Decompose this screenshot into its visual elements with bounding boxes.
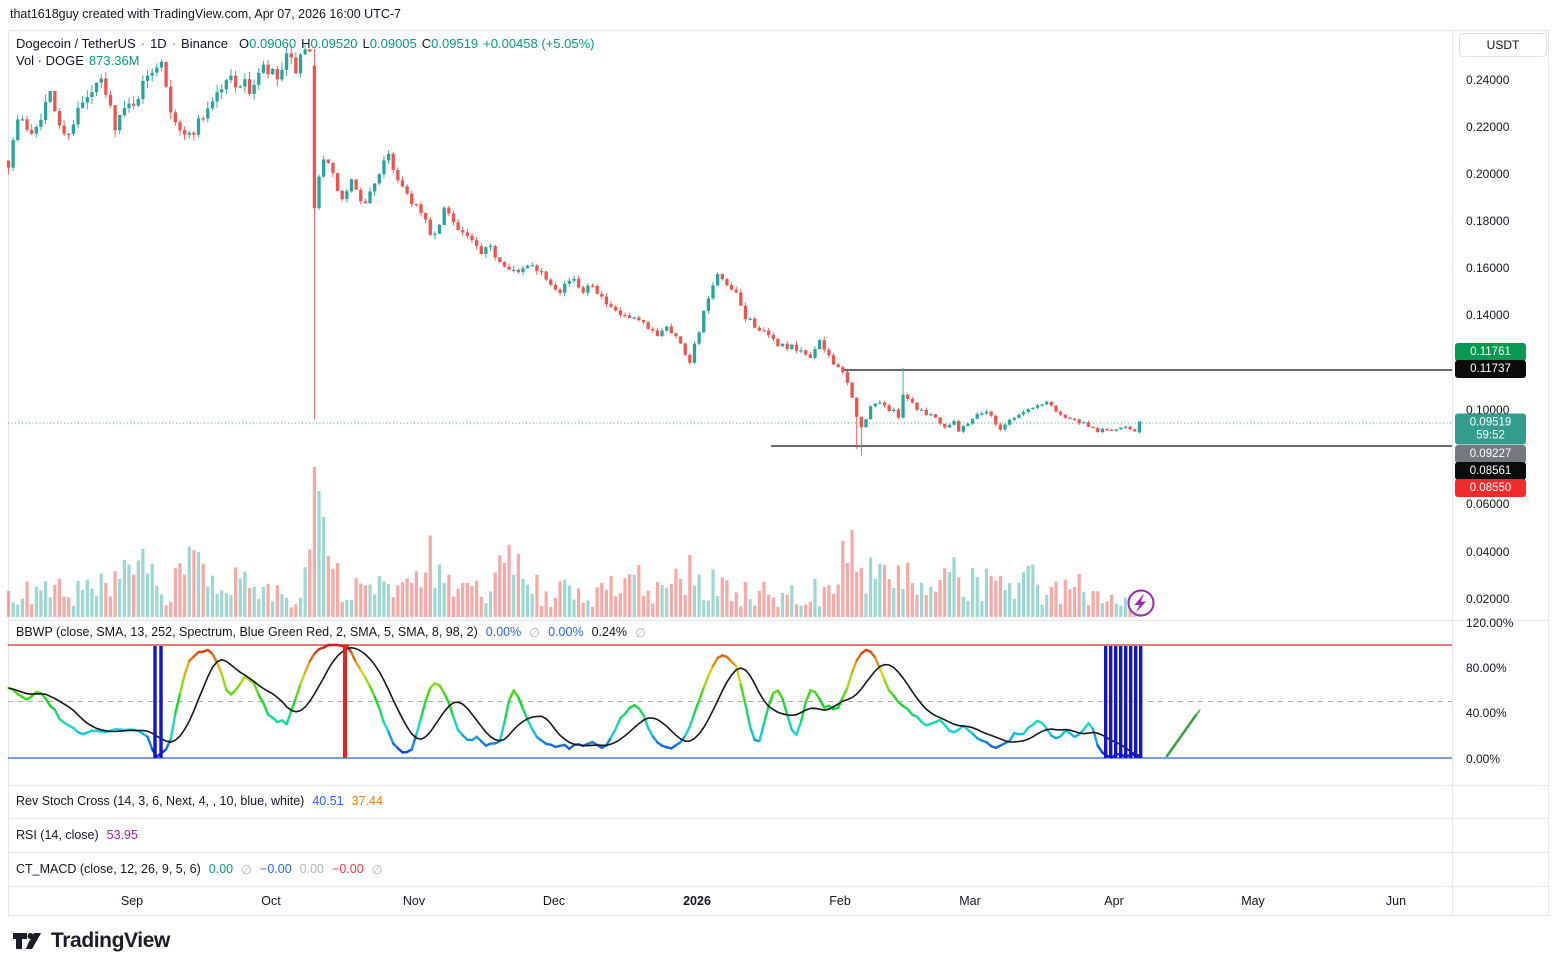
price-level-badge: 0.08561 (1455, 462, 1526, 480)
bbwp-event-bars (153, 646, 1143, 758)
price-level-badge: 0.11761 (1455, 343, 1526, 361)
time-axis-label: Jun (1385, 894, 1407, 908)
indicator-value: 53.95 (106, 828, 138, 842)
ohlc-high: H 0.09520 (301, 36, 358, 51)
axis-tick-label: 0.18000 (1466, 214, 1510, 228)
time-axis-label: Apr (1104, 894, 1124, 908)
indicator-value: 40.51 (312, 794, 344, 808)
legend-separator: · (140, 36, 146, 51)
axis-tick-label: 0.22000 (1466, 120, 1510, 134)
bar-countdown: 59:52 (1476, 429, 1505, 441)
exchange-name[interactable]: Binance (181, 36, 229, 51)
indicator-value: −0.00 (260, 862, 292, 876)
price-level-badge: 0.09227 (1455, 445, 1526, 463)
bbwp-ma-line (8, 646, 1140, 757)
time-axis-label: 2026 (683, 894, 711, 908)
indicator-value: 0.00 (299, 862, 325, 876)
change-value: +0.00458 (+5.05%) (483, 36, 595, 51)
drawn-arrow[interactable] (1165, 708, 1201, 758)
axis-tick-label: 0.00% (1466, 752, 1501, 766)
interval-value[interactable]: 1D (150, 36, 167, 51)
indicator-value: 0.00% (485, 625, 522, 639)
axis-separator (8, 886, 1549, 887)
tradingview-logo-mark (13, 933, 41, 949)
volume-bars (6, 467, 1142, 617)
price-level-badge: 0.08550 (1455, 479, 1526, 497)
axis-tick-label: 40.00% (1466, 706, 1507, 720)
bbwp-pane-canvas[interactable] (0, 620, 1452, 785)
current-price-badge: 0.09519 59:52 (1455, 413, 1526, 445)
indicator-row-rev-stoch: Rev Stoch Cross (14, 3, 6, Next, 4, , 10… (16, 794, 383, 808)
axis-tick-label: 0.02000 (1466, 592, 1510, 606)
indicator-value: −0.00 (332, 862, 364, 876)
tradingview-wordmark: TradingView (51, 929, 170, 952)
main-chart-canvas[interactable] (0, 30, 1452, 620)
indicator-row-ct-macd: CT_MACD (close, 12, 26, 9, 5, 6) 0.00 ∅ −0.… (16, 862, 383, 877)
hidden-value-icon: ∅ (371, 863, 383, 877)
indicator-value: 0.00 (208, 862, 234, 876)
axis-tick-label: 0.24000 (1466, 73, 1510, 87)
ohlc-close: C 0.09519 (421, 36, 479, 51)
time-axis-label: Feb (829, 894, 851, 908)
indicator-bbwp-label[interactable]: BBWP (close, SMA, 13, 252, Spectrum, Blu… (16, 625, 478, 639)
tradingview-logo[interactable]: TradingView (12, 929, 170, 953)
indicator-rsi-values: 53.95 (107, 828, 138, 842)
axis-tick-label: 80.00% (1466, 661, 1507, 675)
time-axis-label: Sep (120, 894, 144, 908)
indicator-row-bbwp: BBWP (close, SMA, 13, 252, Spectrum, Blu… (16, 625, 646, 640)
axis-tick-label: 120.00% (1466, 616, 1514, 630)
price-level-badge: 0.11737 (1455, 360, 1526, 378)
pane-separator[interactable] (8, 818, 1549, 819)
pane-separator[interactable] (8, 620, 1549, 621)
time-axis-label: May (1241, 894, 1265, 908)
indicator-bbwp-values: 0.00% ∅ 0.00% 0.24% ∅ (486, 625, 646, 640)
indicator-value: 0.00% (548, 625, 584, 639)
indicator-rev-stoch-values: 40.51 37.44 (312, 794, 383, 808)
indicator-rev-stoch-label[interactable]: Rev Stoch Cross (14, 3, 6, Next, 4, , 10… (16, 794, 305, 808)
axis-tick-label: 0.14000 (1466, 308, 1510, 322)
hidden-value-icon: ∅ (529, 626, 541, 640)
indicator-ct-macd-values: 0.00 ∅ −0.00 0.00 −0.00 ∅ (209, 862, 383, 877)
axis-tick-label: 0.20000 (1466, 167, 1510, 181)
time-axis-label: Nov (402, 894, 426, 908)
symbol-name[interactable]: Dogecoin / TetherUS (16, 36, 136, 51)
attribution-text: that1618guy created with TradingView.com… (10, 7, 401, 21)
time-axis-label: Mar (959, 894, 981, 908)
time-axis[interactable] (8, 886, 1452, 916)
ohlc-low: L 0.09005 (362, 36, 417, 51)
pane-separator[interactable] (8, 852, 1549, 853)
indicator-value: 0.24% (591, 625, 628, 639)
volume-value: 873.36M (88, 53, 140, 68)
currency-toggle-button[interactable]: USDT (1459, 33, 1547, 57)
time-axis-label: Dec (542, 894, 566, 908)
indicator-row-rsi: RSI (14, close) 53.95 (16, 828, 138, 842)
indicator-value: 37.44 (351, 794, 383, 808)
hidden-value-icon: ∅ (635, 626, 646, 640)
pane-separator[interactable] (8, 785, 1549, 786)
axis-tick-label: 0.06000 (1466, 497, 1510, 511)
legend-separator: · (171, 36, 177, 51)
legend: Dogecoin / TetherUS · 1D · Binance O 0.09… (16, 35, 594, 69)
volume-indicator-label[interactable]: Vol · DOGE (16, 53, 84, 68)
ohlc-open: O 0.09060 (239, 36, 297, 51)
hidden-value-icon: ∅ (241, 863, 253, 877)
time-axis-label: Oct (261, 894, 281, 908)
candles (6, 44, 1142, 457)
bbwp-spectrum-line (7, 643, 1141, 759)
axis-tick-label: 0.16000 (1466, 261, 1510, 275)
indicator-rsi-label[interactable]: RSI (14, close) (16, 828, 99, 842)
indicator-ct-macd-label[interactable]: CT_MACD (close, 12, 26, 9, 5, 6) (16, 862, 201, 876)
flash-icon[interactable] (1127, 589, 1155, 617)
price-axis-divider (1452, 30, 1453, 916)
axis-tick-label: 0.04000 (1466, 545, 1510, 559)
